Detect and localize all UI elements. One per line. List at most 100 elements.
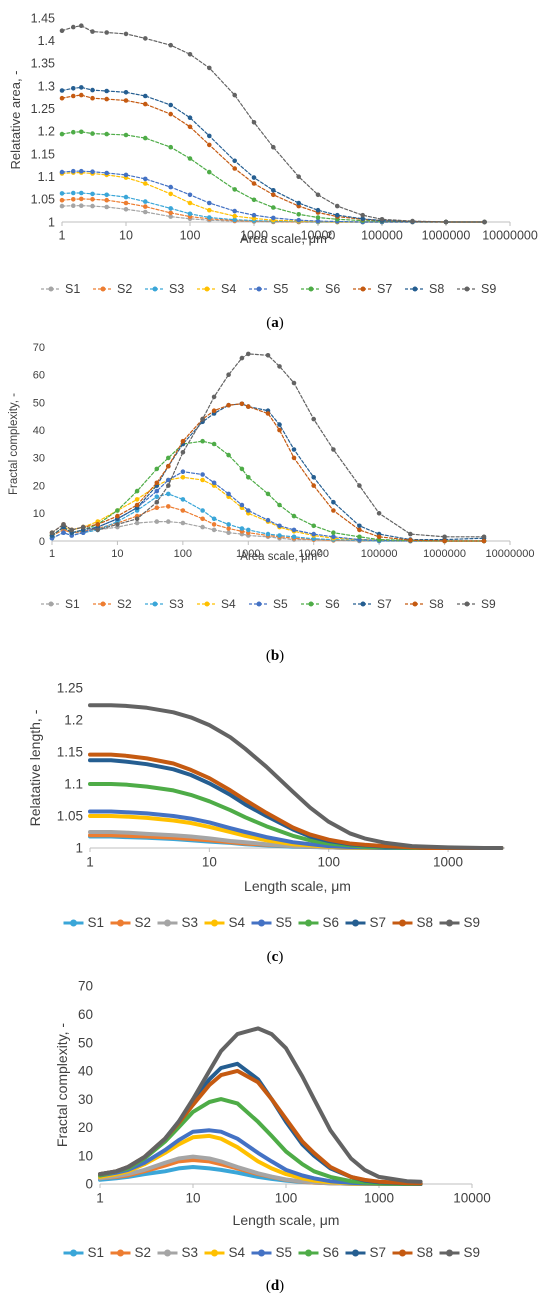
data-point-s5 <box>123 172 129 178</box>
caption-a-letter: a <box>271 315 279 331</box>
data-point-s5 <box>143 176 148 182</box>
legend-item-s5: S5 <box>249 282 288 296</box>
legend-swatch-marker <box>446 919 453 927</box>
caption-d: (d) <box>265 1278 285 1294</box>
data-point-s7 <box>357 523 362 529</box>
data-point-s3 <box>232 217 237 222</box>
legend-label: S7 <box>377 282 392 296</box>
data-point-s6 <box>211 441 217 447</box>
data-point-s8 <box>246 404 251 409</box>
legend-label: S8 <box>417 1245 434 1260</box>
data-point-s3 <box>207 215 212 220</box>
legend-swatch-marker <box>352 1249 359 1257</box>
data-point-s2 <box>154 505 160 510</box>
y-tick-label: 30 <box>78 1092 93 1107</box>
legend-label: S8 <box>429 597 444 611</box>
legend-item-s9: S9 <box>457 282 496 296</box>
data-point-s7 <box>168 111 173 117</box>
data-point-s6 <box>154 466 160 472</box>
data-point-s3 <box>187 211 193 217</box>
legend-item-s4: S4 <box>197 597 236 611</box>
data-point-s3 <box>90 191 95 197</box>
y-axis-title: Relatative length, - <box>27 709 43 826</box>
x-tick-label: 100000 <box>361 229 403 243</box>
data-point-s5 <box>154 488 160 494</box>
legend-label: S5 <box>273 282 288 296</box>
y-tick-label: 70 <box>33 342 45 354</box>
legend-item-s1: S1 <box>41 597 80 611</box>
data-point-s3 <box>168 206 173 211</box>
legend-item-s2: S2 <box>93 282 132 296</box>
data-point-s2 <box>90 197 95 202</box>
data-point-s5 <box>315 218 321 224</box>
data-point-s8 <box>311 483 317 488</box>
data-point-s9 <box>61 522 66 527</box>
x-tick-label: 10 <box>185 1191 200 1206</box>
data-point-s1 <box>180 520 186 526</box>
y-tick-label: 1.15 <box>57 745 83 760</box>
chart-panel-d: 0 10 20 30 40 50 60 70 1 10 100 1000 10000 Length sca… <box>0 970 550 1304</box>
data-point-s2 <box>168 210 173 216</box>
legend-swatch-marker <box>446 1249 453 1257</box>
x-tick-label: 1000 <box>240 229 268 243</box>
data-point-s1 <box>200 524 205 530</box>
data-point-s8 <box>408 537 413 543</box>
legend-swatch-marker <box>117 1249 124 1257</box>
data-point-s9 <box>379 217 385 222</box>
caption-c-letter: c <box>271 949 279 965</box>
data-point-s8 <box>251 175 257 180</box>
data-point-s7 <box>207 142 212 148</box>
data-point-s6 <box>134 488 140 494</box>
x-axis-title: Length scale, μm <box>233 1212 340 1228</box>
legend-item-s2: S2 <box>110 915 151 930</box>
data-point-s5 <box>296 217 302 223</box>
data-point-s9 <box>187 52 193 57</box>
legend-swatch-marker <box>305 1249 312 1257</box>
y-tick-label: 0 <box>39 536 45 548</box>
data-point-s9 <box>251 120 257 125</box>
legend-label: S6 <box>323 915 340 930</box>
data-point-s4 <box>251 216 257 221</box>
legend-label: S3 <box>169 597 184 611</box>
data-point-s6 <box>143 135 148 141</box>
data-point-s1 <box>166 519 171 524</box>
data-point-s4 <box>187 200 193 206</box>
data-point-s8 <box>71 86 76 91</box>
x-tick-label: 1000000 <box>423 548 466 560</box>
data-point-s4 <box>180 475 186 480</box>
chart-a-svg: 1 1.05 1.1 1.15 1.2 1.25 1.3 1.35 1.4 1.45 1 10 100 1… <box>8 11 538 296</box>
data-point-s9 <box>80 524 86 530</box>
data-point-s5 <box>90 169 95 174</box>
data-point-s6 <box>207 169 212 175</box>
legend-item-s3: S3 <box>145 597 184 611</box>
data-point-s2 <box>200 516 205 522</box>
legend-swatch-marker <box>258 1249 265 1257</box>
series-line-s9 <box>98 1026 423 1184</box>
series-line-s9 <box>88 703 504 850</box>
data-point-s8 <box>226 402 231 408</box>
data-point-s9 <box>71 24 76 30</box>
y-tick-label: 40 <box>33 425 45 437</box>
data-point-s6 <box>331 530 336 535</box>
x-axis-title: Length scale, μm <box>244 878 351 894</box>
data-point-s8 <box>95 522 100 527</box>
y-tick-label: 10 <box>33 508 45 520</box>
data-point-s9 <box>482 219 487 225</box>
data-point-s9 <box>207 65 212 71</box>
legend-item-s5: S5 <box>251 1245 292 1260</box>
data-point-s2 <box>104 197 109 203</box>
data-point-s9 <box>115 522 120 527</box>
data-point-s5 <box>200 472 205 477</box>
legend-label: S1 <box>65 597 80 611</box>
data-point-s9 <box>79 23 84 29</box>
legend-item-s7: S7 <box>353 597 392 611</box>
x-axis-title: Area scale, μm2 <box>240 548 322 563</box>
x-tick-label: 10000 <box>298 548 329 560</box>
data-point-s6 <box>277 502 282 508</box>
legend-label: S1 <box>88 915 105 930</box>
x-tick-label: 100 <box>180 229 201 243</box>
y-tick-label: 1.3 <box>38 79 55 93</box>
legend: S1 S2 S3 S4 S5 S6 S7 S8 S9 <box>63 1245 480 1260</box>
data-point-s5 <box>71 168 76 174</box>
data-point-s9 <box>154 499 160 505</box>
